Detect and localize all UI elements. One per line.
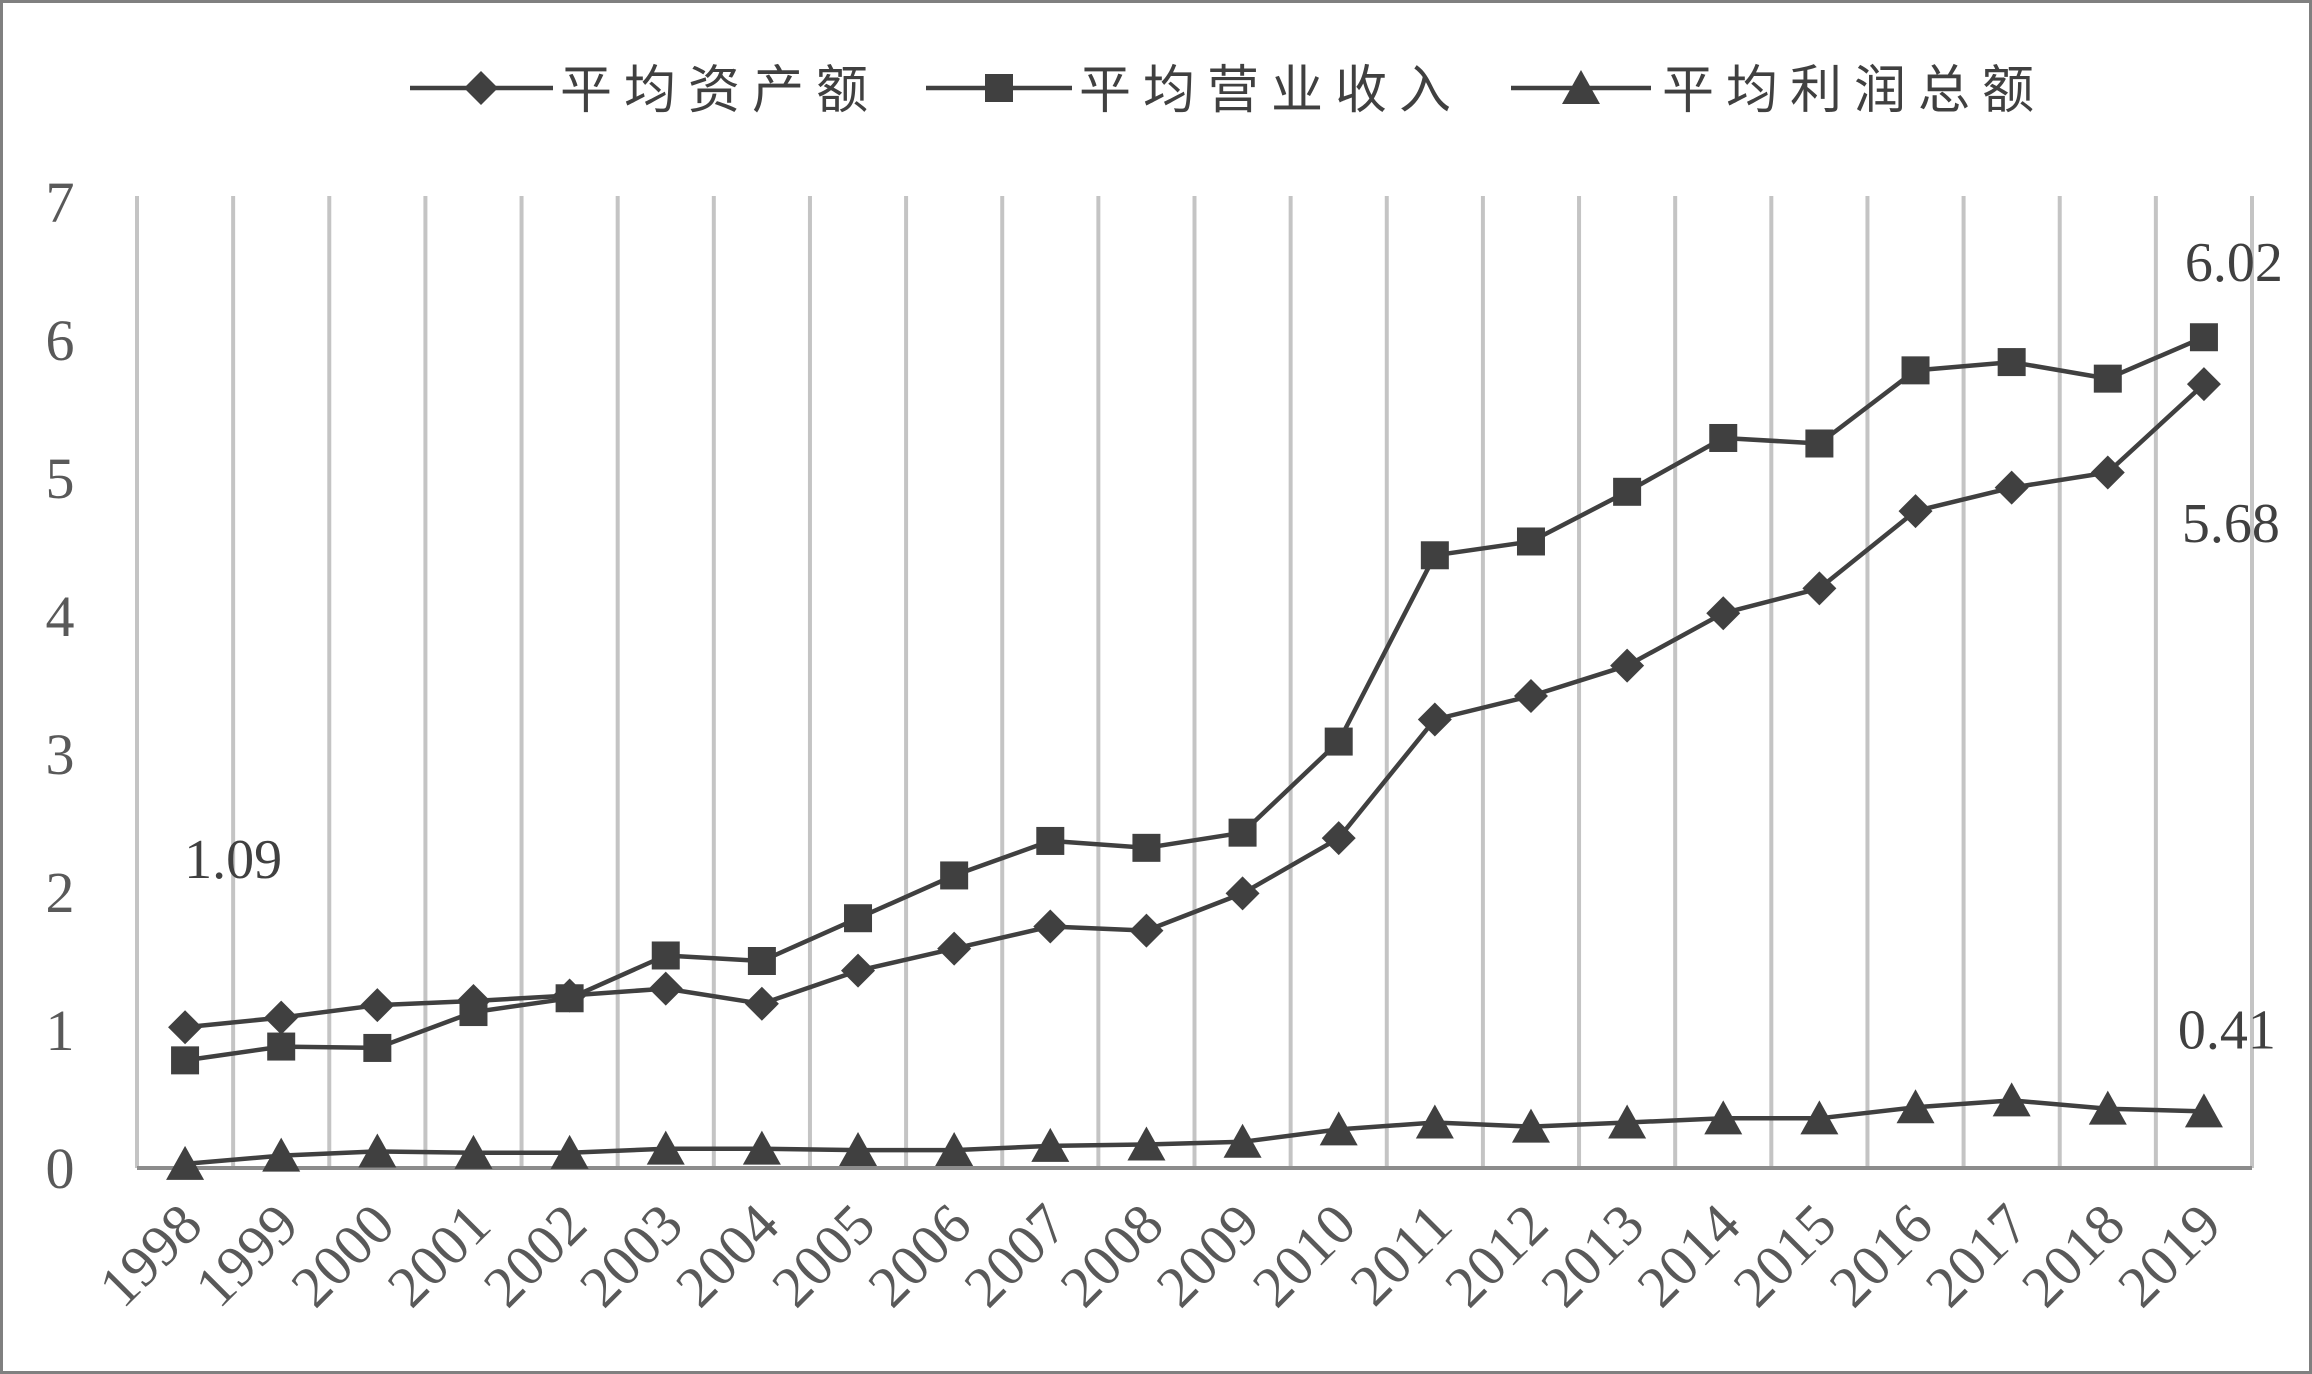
marker-average-assets-2003 xyxy=(648,971,683,1006)
marker-average-profit-2006 xyxy=(935,1132,974,1167)
marker-average-assets-2019 xyxy=(2186,367,2221,402)
marker-average-revenue-1999 xyxy=(267,1032,296,1061)
marker-average-revenue-2019 xyxy=(2189,323,2218,352)
marker-average-profit-2016 xyxy=(1896,1089,1935,1124)
marker-average-assets-2004 xyxy=(744,986,779,1021)
marker-average-assets-2013 xyxy=(1610,648,1645,683)
marker-average-assets-2017 xyxy=(1994,470,2029,505)
marker-average-profit-2003 xyxy=(646,1130,685,1165)
marker-average-assets-2012 xyxy=(1513,679,1548,714)
marker-average-assets-2009 xyxy=(1225,876,1260,911)
marker-average-revenue-2016 xyxy=(1901,356,1930,385)
y-axis-tick-labels: 0 1 2 3 4 5 6 7 xyxy=(46,170,75,1201)
data-label-average-assets-2019: 5.68 xyxy=(2182,493,2280,555)
marker-average-revenue-2015 xyxy=(1805,429,1834,458)
marker-average-profit-2002 xyxy=(550,1134,589,1169)
marker-average-assets-2018 xyxy=(2090,455,2125,490)
marker-average-profit-2012 xyxy=(1511,1108,1550,1143)
data-label-average-assets-1998: 1.09 xyxy=(184,829,282,891)
marker-average-revenue-2013 xyxy=(1613,477,1642,506)
triangle-icon xyxy=(1562,70,1600,104)
marker-average-profit-2010 xyxy=(1319,1111,1358,1146)
y-tick-label-7: 7 xyxy=(46,170,75,235)
marker-average-revenue-2007 xyxy=(1036,826,1065,855)
legend-label-average-profit: 平均利润总额 xyxy=(1662,61,2046,121)
y-tick-label-4: 4 xyxy=(46,584,75,649)
data-label-average-revenue-2019: 6.02 xyxy=(2185,232,2283,294)
legend-label-average-assets: 平均资产额 xyxy=(560,61,880,121)
legend-item-average-profit: 平均利润总额 xyxy=(1511,61,2046,121)
marker-average-profit-2008 xyxy=(1127,1126,1166,1161)
marker-average-profit-2001 xyxy=(454,1134,493,1169)
marker-average-assets-2015 xyxy=(1802,571,1837,606)
legend-item-average-revenue: 平均营业收入 xyxy=(926,61,1463,121)
legend-item-average-assets: 平均资产额 xyxy=(410,61,880,121)
y-tick-label-5: 5 xyxy=(46,446,75,511)
marker-average-assets-2006 xyxy=(937,931,972,966)
series-line-average-profit xyxy=(184,1098,2204,1167)
series-line-average-assets xyxy=(184,382,2206,1030)
marker-average-revenue-2008 xyxy=(1132,833,1161,862)
marker-average-revenue-2014 xyxy=(1709,423,1738,452)
marker-average-assets-2005 xyxy=(841,953,876,988)
marker-average-profit-2000 xyxy=(358,1133,397,1168)
y-tick-label-6: 6 xyxy=(46,308,75,373)
marker-average-profit-2015 xyxy=(1800,1100,1839,1135)
marker-average-revenue-2017 xyxy=(1997,348,2026,377)
marker-average-profit-2005 xyxy=(839,1132,878,1167)
marker-average-revenue-2005 xyxy=(844,904,873,933)
marker-average-profit-1999 xyxy=(262,1137,301,1172)
marker-average-assets-2016 xyxy=(1898,494,1933,529)
marker-average-profit-2013 xyxy=(1608,1104,1647,1139)
marker-average-assets-1998 xyxy=(168,1010,203,1045)
marker-average-assets-1999 xyxy=(264,1000,299,1035)
marker-average-profit-2018 xyxy=(2088,1090,2127,1125)
square-icon xyxy=(985,74,1013,102)
data-labels: 1.09 6.02 5.68 0.41 xyxy=(184,232,2283,1061)
marker-average-profit-2009 xyxy=(1223,1123,1262,1158)
marker-average-revenue-2000 xyxy=(363,1033,392,1062)
y-tick-label-3: 3 xyxy=(46,722,75,787)
series-markers xyxy=(166,323,2223,1180)
marker-average-revenue-2010 xyxy=(1324,727,1353,756)
marker-average-assets-2011 xyxy=(1417,702,1452,737)
marker-average-profit-2019 xyxy=(2184,1093,2223,1128)
marker-average-revenue-2004 xyxy=(747,947,776,975)
marker-average-assets-2008 xyxy=(1129,913,1164,948)
diamond-icon xyxy=(464,71,498,105)
marker-average-assets-2007 xyxy=(1033,909,1068,944)
marker-average-revenue-2012 xyxy=(1516,527,1545,556)
legend-label-average-revenue: 平均营业收入 xyxy=(1079,61,1463,121)
marker-average-assets-2014 xyxy=(1706,596,1741,631)
marker-average-revenue-2006 xyxy=(940,861,969,890)
marker-average-revenue-2009 xyxy=(1228,818,1257,847)
marker-average-assets-2010 xyxy=(1321,821,1356,856)
marker-average-revenue-2002 xyxy=(555,984,584,1013)
marker-average-profit-2011 xyxy=(1415,1104,1454,1139)
data-label-average-profit-2019: 0.41 xyxy=(2178,999,2276,1061)
marker-average-profit-2007 xyxy=(1031,1127,1070,1162)
y-tick-label-0: 0 xyxy=(46,1136,75,1201)
vertical-gridlines xyxy=(135,196,2254,1168)
y-tick-label-2: 2 xyxy=(46,860,75,925)
marker-average-profit-2017 xyxy=(1992,1082,2031,1117)
series-lines xyxy=(184,335,2206,1167)
marker-average-assets-2000 xyxy=(360,988,395,1023)
marker-average-revenue-2001 xyxy=(459,998,488,1027)
marker-average-revenue-2011 xyxy=(1420,541,1449,570)
marker-average-revenue-1998 xyxy=(171,1046,200,1075)
marker-average-revenue-2003 xyxy=(651,941,680,970)
marker-average-profit-2014 xyxy=(1704,1100,1743,1135)
marker-average-profit-2004 xyxy=(742,1130,781,1165)
y-tick-label-1: 1 xyxy=(46,998,75,1063)
marker-average-revenue-2018 xyxy=(2093,364,2122,393)
legend: 平均资产额 平均营业收入 平均利润总额 xyxy=(410,61,2046,121)
series-line-average-revenue xyxy=(184,335,2205,1063)
marker-average-profit-1998 xyxy=(166,1145,205,1180)
